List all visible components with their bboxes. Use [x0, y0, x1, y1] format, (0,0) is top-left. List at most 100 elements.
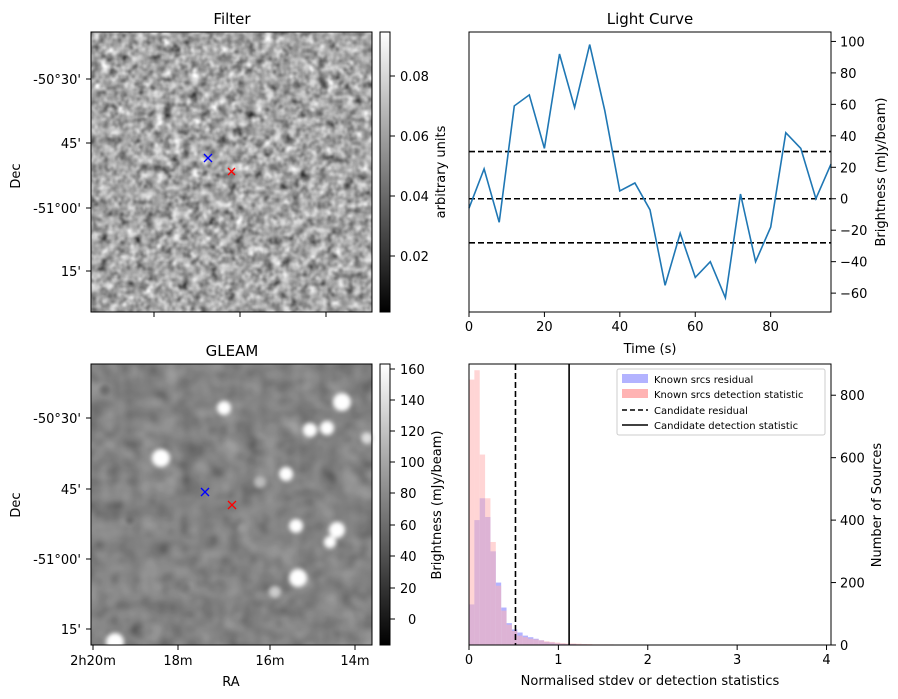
lightcurve-frame: [468, 31, 832, 313]
gleam-xtick-label: 18m: [163, 654, 192, 669]
lightcurve-xlabel: Time (s): [623, 342, 677, 357]
y-tick-label: 20: [840, 161, 857, 176]
hist-bar-detection: [565, 643, 571, 645]
legend-swatch-residual: [622, 374, 648, 383]
hist-bar-detection: [549, 641, 555, 645]
x-tick-label: 20: [536, 320, 553, 335]
histogram-legend: Known srcs residual Known srcs detection…: [616, 368, 826, 436]
lightcurve-title: Light Curve: [607, 10, 693, 28]
gleam-xtick-label: 2h20m: [70, 654, 116, 669]
gleam-colorbar-tick-label: 60: [400, 519, 417, 534]
hist-bar-detection: [495, 585, 502, 645]
histogram-xticks: 0 1 2 3 4: [465, 645, 831, 668]
gleam-ytick-label: -51°00': [33, 553, 81, 568]
hist-bar-detection: [517, 635, 523, 645]
y-tick-label: 400: [840, 514, 865, 529]
hist-bar-detection: [501, 610, 507, 645]
hist-bar-detection: [554, 642, 561, 645]
gleam-image: [91, 364, 373, 651]
gleam-xlabel: RA: [222, 675, 240, 690]
gleam-xtick-label: 14m: [340, 654, 369, 669]
gleam-colorbar-ticks: 160 140 120 100 80 60 40 20 0: [390, 363, 425, 628]
histogram-marks: [469, 364, 829, 645]
x-tick-label: 0: [465, 653, 473, 668]
filter-colorbar-tick-label: 0.08: [400, 70, 429, 85]
gleam-colorbar-tick-label: 100: [400, 456, 425, 471]
y-tick-label: 600: [840, 452, 865, 467]
gleam-ytick-label: 45': [61, 483, 81, 498]
lightcurve-ylabel: Brightness (mJy/beam): [874, 98, 889, 247]
filter-colorbar-label: arbitrary units: [434, 125, 449, 218]
legend-swatch-detection: [622, 389, 648, 398]
hist-bar-detection: [506, 624, 512, 645]
gleam-colorbar-tick-label: 80: [400, 487, 417, 502]
filter-title: Filter: [213, 10, 251, 28]
hist-bar-detection: [474, 370, 480, 645]
filter-panel: Filter -50°30' 45' -51°00' 15' Dec: [9, 10, 449, 317]
gleam-xticks: 2h20m 18m 16m 14m: [70, 645, 370, 669]
gleam-colorbar-tick-label: 140: [400, 394, 425, 409]
x-tick-label: 4: [822, 653, 830, 668]
gleam-colorbar-tick-label: 0: [408, 613, 416, 628]
histogram-yticks: 0 200 400 600 800: [831, 389, 865, 654]
lightcurve-xticks: 0 20 40 60 80: [465, 312, 779, 335]
y-tick-label: −60: [840, 287, 867, 302]
hist-bar-detection: [560, 643, 566, 645]
y-tick-label: 100: [840, 35, 865, 50]
hist-bar-detection: [570, 643, 577, 645]
legend-label-candidate-detection: Candidate detection statistic: [654, 421, 798, 432]
gleam-red-marker: [227, 500, 237, 510]
hist-bar-detection: [533, 639, 539, 645]
filter-colorbar-tick-label: 0.02: [400, 250, 429, 265]
lightcurve-panel: Light Curve 0 20 40 60 80 −60 −40 −20 0 20 40 60 80…: [465, 10, 889, 357]
x-tick-label: 0: [465, 320, 473, 335]
hist-bar-detection: [469, 379, 475, 645]
filter-ylabel: Dec: [9, 163, 24, 188]
gleam-colorbar-tick-label: 20: [400, 582, 417, 597]
y-tick-label: −20: [840, 224, 867, 239]
gleam-title: GLEAM: [206, 342, 259, 360]
histogram-xlabel: Normalised stdev or detection statistics: [521, 674, 780, 689]
y-tick-label: 0: [840, 639, 848, 654]
histogram-panel: 0 1 2 3 4 0 200 400 600 800 Normalised stdev or …: [465, 363, 885, 689]
hist-bar-detection: [544, 641, 550, 645]
filter-yticks: -50°30' 45' -51°00' 15': [33, 73, 91, 280]
y-tick-label: 40: [840, 130, 857, 145]
hist-bar-detection: [527, 638, 534, 645]
gleam-frame: [90, 363, 373, 646]
hist-bar-detection: [538, 640, 545, 645]
y-tick-label: −40: [840, 256, 867, 271]
filter-ytick-label: -50°30': [33, 73, 81, 88]
x-tick-label: 3: [733, 653, 741, 668]
filter-ytick-label: -51°00': [33, 202, 81, 217]
histogram-ylabel: Number of Sources: [870, 443, 885, 568]
gleam-colorbar-tick-label: 120: [400, 425, 425, 440]
y-tick-label: 200: [840, 577, 865, 592]
filter-colorbar-ticks: 0.08 0.06 0.04 0.02: [390, 70, 429, 265]
x-tick-label: 60: [687, 320, 704, 335]
filter-blue-marker: [203, 153, 213, 163]
filter-ytick-label: 45': [61, 137, 81, 152]
y-tick-label: 60: [840, 98, 857, 113]
filter-xticks: [153, 312, 327, 317]
legend-label-residual: Known srcs residual: [654, 375, 753, 386]
hist-bar-detection: [576, 643, 582, 645]
lightcurve-yticks: −60 −40 −20 0 20 40 60 80 100: [831, 35, 867, 302]
y-tick-label: 80: [840, 67, 857, 82]
gleam-colorbar-tick-label: 160: [400, 363, 425, 378]
filter-red-marker: [227, 167, 236, 176]
histogram-frame: [468, 363, 832, 646]
filter-ytick-label: 15': [61, 265, 81, 280]
x-tick-label: 80: [762, 320, 779, 335]
gleam-colorbar: [379, 363, 391, 646]
light-curve-line: [468, 44, 832, 301]
gleam-ylabel: Dec: [9, 492, 24, 517]
y-tick-label: 800: [840, 389, 865, 404]
hist-bar-detection: [522, 637, 528, 645]
hist-bar-detection: [511, 630, 518, 645]
gleam-xtick-label: 16m: [255, 654, 284, 669]
gleam-ytick-label: -50°30': [33, 412, 81, 427]
x-tick-label: 1: [554, 653, 562, 668]
gleam-panel: GLEAM: [9, 342, 445, 690]
